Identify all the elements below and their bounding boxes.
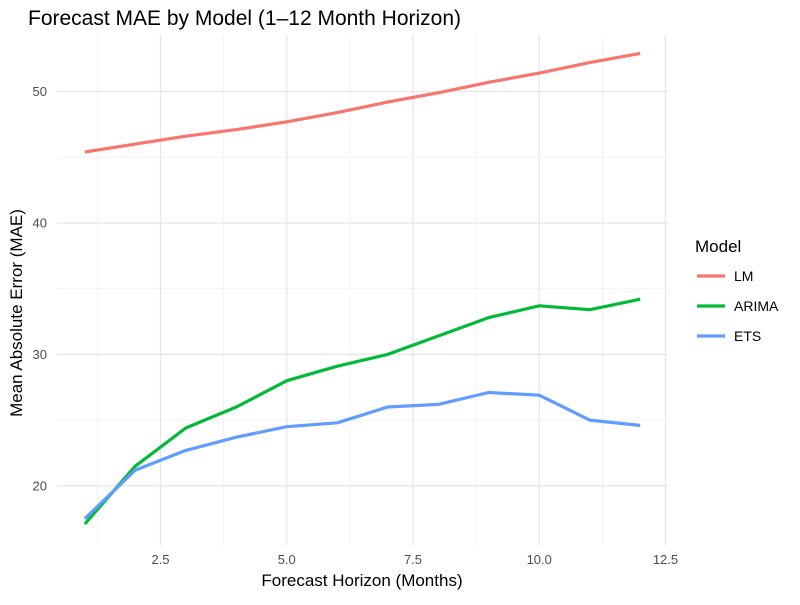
y-axis-title: Mean Absolute Error (MAE) xyxy=(7,209,26,417)
y-tick-label: 40 xyxy=(33,215,47,230)
chart-title: Forecast MAE by Model (1–12 Month Horizo… xyxy=(28,7,461,30)
x-tick-label: 5.0 xyxy=(278,552,296,567)
legend-title: Model xyxy=(695,237,741,256)
x-tick-label: 7.5 xyxy=(404,552,422,567)
x-tick-label: 2.5 xyxy=(151,552,169,567)
legend: Model LM ARIMA ETS xyxy=(695,237,779,344)
y-tick-label: 50 xyxy=(33,84,47,99)
y-tick-label: 20 xyxy=(33,478,47,493)
x-axis-title: Forecast Horizon (Months) xyxy=(261,571,462,590)
y-axis-ticks: 20 30 40 50 xyxy=(33,84,47,493)
series-line-arima xyxy=(83,297,641,526)
grid xyxy=(57,35,668,545)
legend-label-arima: ARIMA xyxy=(734,298,779,314)
x-tick-label: 10.0 xyxy=(527,552,552,567)
series-line-lm xyxy=(84,51,641,154)
y-tick-label: 30 xyxy=(33,347,47,362)
x-tick-label: 12.5 xyxy=(653,552,678,567)
series-lines xyxy=(83,51,641,526)
x-axis-ticks: 2.5 5.0 7.5 10.0 12.5 xyxy=(151,552,678,567)
series-line-ets xyxy=(83,390,641,520)
legend-label-lm: LM xyxy=(734,268,753,284)
legend-label-ets: ETS xyxy=(734,328,761,344)
